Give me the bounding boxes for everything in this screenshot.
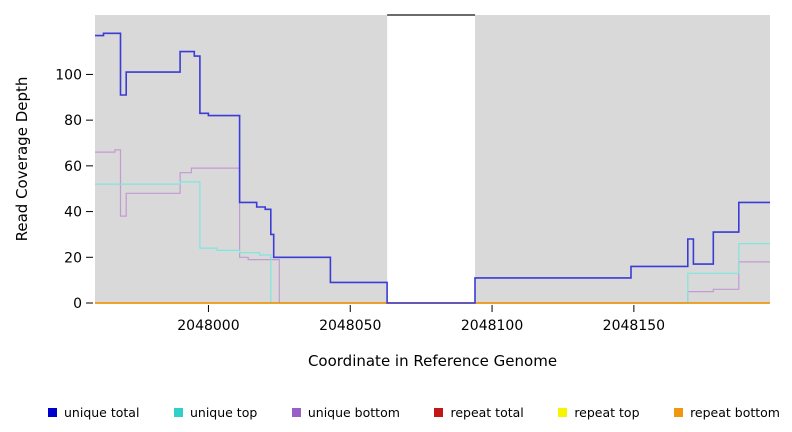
legend-item-unique-top: unique top bbox=[173, 404, 258, 420]
svg-text:60: 60 bbox=[64, 159, 82, 175]
svg-text:100: 100 bbox=[55, 67, 82, 83]
coverage-chart-canvas: 2048000 2048050 2048100 2048150 0 20 40 60 80 100 bbox=[55, 14, 770, 334]
svg-text:40: 40 bbox=[64, 205, 82, 221]
legend-label: unique bottom bbox=[307, 404, 400, 420]
svg-text:2048000: 2048000 bbox=[177, 318, 239, 334]
x-axis-label: Coordinate in Reference Genome bbox=[307, 352, 558, 370]
legend-label: unique total bbox=[64, 404, 140, 420]
svg-text:20: 20 bbox=[64, 250, 82, 266]
svg-text:0: 0 bbox=[73, 296, 82, 312]
legend-swatch-repeat-total bbox=[434, 407, 444, 417]
legend-item-repeat-top: repeat top bbox=[558, 404, 640, 420]
svg-text:80: 80 bbox=[64, 113, 82, 129]
legend-swatch-repeat-top bbox=[558, 407, 568, 417]
svg-text:2048050: 2048050 bbox=[319, 318, 381, 334]
svg-text:2048150: 2048150 bbox=[603, 318, 665, 334]
legend-swatch-unique-bottom bbox=[291, 407, 301, 417]
legend-label: repeat total bbox=[450, 404, 524, 420]
legend-swatch-unique-top bbox=[173, 407, 183, 417]
legend-item-unique-bottom: unique bottom bbox=[291, 404, 400, 420]
legend-label: repeat bottom bbox=[690, 404, 780, 420]
legend-label: unique top bbox=[189, 404, 258, 420]
legend-item-repeat-total: repeat total bbox=[434, 404, 524, 420]
svg-text:2048100: 2048100 bbox=[461, 318, 523, 334]
legend-swatch-repeat-bottom bbox=[674, 407, 684, 417]
y-axis-label: Read Coverage Depth bbox=[13, 76, 31, 242]
legend-item-repeat-bottom: repeat bottom bbox=[674, 405, 780, 420]
legend-label: repeat top bbox=[574, 404, 640, 420]
legend: unique total unique top unique bottom re… bbox=[48, 401, 780, 423]
legend-item-unique-total: unique total bbox=[48, 405, 139, 420]
legend-swatch-unique-total bbox=[48, 407, 57, 417]
